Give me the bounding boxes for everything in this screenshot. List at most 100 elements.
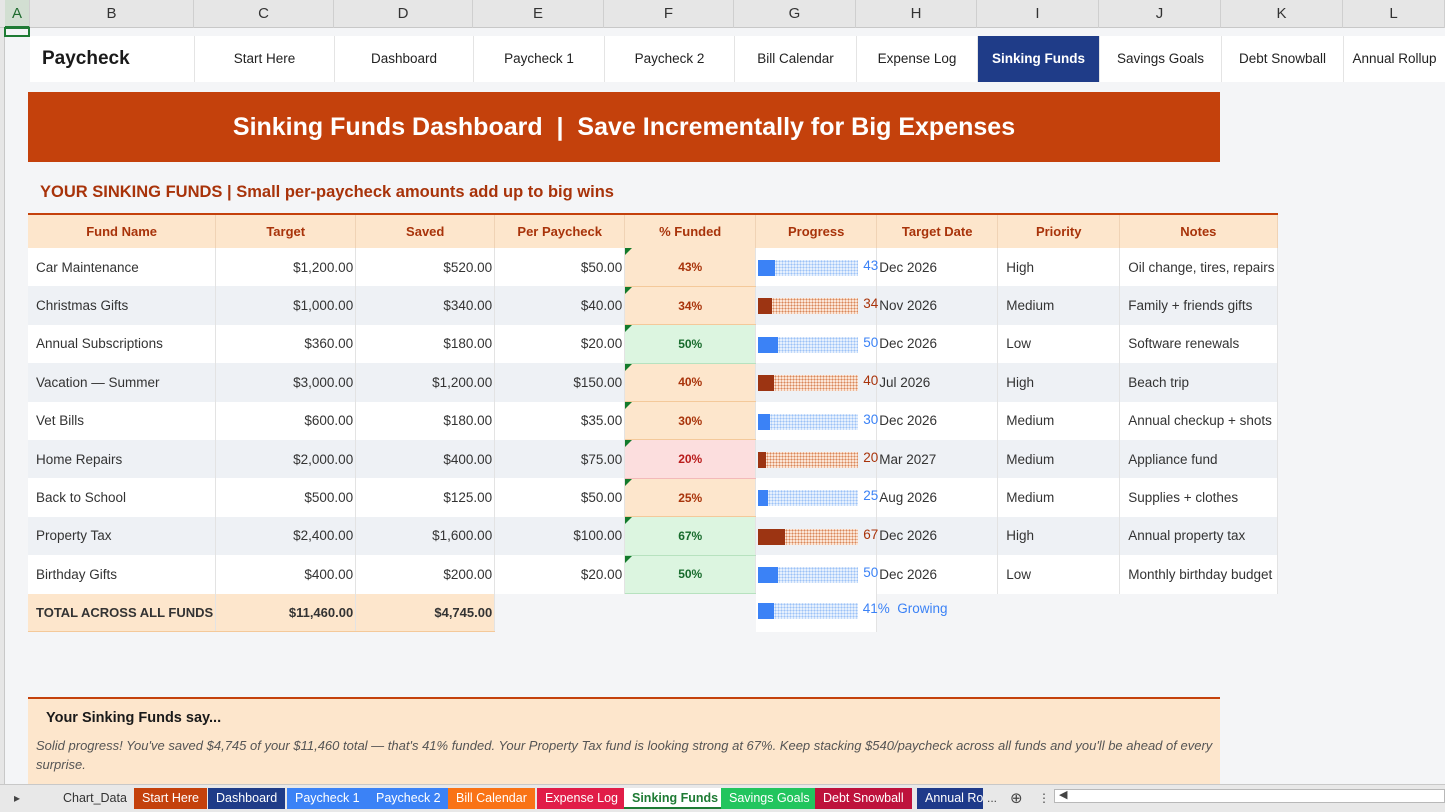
priority-cell[interactable]: Medium <box>997 439 1121 479</box>
percent-funded-cell[interactable]: 30% <box>624 401 757 441</box>
target-cell[interactable]: $500.00 <box>215 478 357 517</box>
saved-cell[interactable]: $180.00 <box>355 324 496 364</box>
column-header-e[interactable]: E <box>473 0 604 28</box>
target-cell[interactable]: $2,000.00 <box>215 439 357 479</box>
notes-cell[interactable]: Software renewals <box>1119 324 1278 364</box>
notes-cell[interactable]: Appliance fund <box>1119 439 1278 479</box>
nav-button-paycheck-2[interactable]: Paycheck 2 <box>604 36 734 82</box>
priority-cell[interactable]: Low <box>997 324 1121 364</box>
total-label[interactable]: TOTAL ACROSS ALL FUNDS <box>28 593 217 633</box>
saved-cell[interactable]: $1,200.00 <box>355 363 496 402</box>
add-sheet-icon[interactable]: ⊕ <box>1010 790 1023 807</box>
target-date-cell[interactable]: Aug 2026 <box>876 478 999 517</box>
target-date-cell[interactable]: Nov 2026 <box>876 286 999 325</box>
nav-button-start-here[interactable]: Start Here <box>194 36 334 82</box>
tab-splitter-icon[interactable]: ⋮ <box>1038 791 1050 805</box>
fund-name-cell[interactable]: Annual Subscriptions <box>28 324 217 364</box>
fund-name-cell[interactable]: Home Repairs <box>28 439 217 479</box>
notes-cell[interactable]: Oil change, tires, repairs <box>1119 248 1278 287</box>
percent-funded-cell[interactable]: 40% <box>624 363 757 403</box>
empty-cell[interactable] <box>1120 594 1277 632</box>
progress-cell[interactable]: 30 <box>755 401 878 440</box>
fund-name-cell[interactable]: Property Tax <box>28 516 217 556</box>
target-date-cell[interactable]: Dec 2026 <box>876 324 999 364</box>
progress-cell[interactable]: 43 <box>755 248 878 287</box>
nav-button-debt-snowball[interactable]: Debt Snowball <box>1221 36 1343 82</box>
fund-name-cell[interactable]: Vet Bills <box>28 401 217 440</box>
per-paycheck-cell[interactable]: $35.00 <box>494 401 626 440</box>
saved-cell[interactable]: $520.00 <box>355 248 496 287</box>
target-cell[interactable]: $2,400.00 <box>215 516 357 556</box>
per-paycheck-cell[interactable]: $50.00 <box>494 248 626 287</box>
target-cell[interactable]: $3,000.00 <box>215 363 357 402</box>
nav-button-annual-rollup[interactable]: Annual Rollup <box>1343 36 1445 82</box>
per-paycheck-cell[interactable]: $40.00 <box>494 286 626 325</box>
column-header-j[interactable]: J <box>1099 0 1221 28</box>
column-header-a[interactable]: A <box>5 0 30 28</box>
column-header-l[interactable]: L <box>1343 0 1445 28</box>
fund-name-cell[interactable]: Car Maintenance <box>28 248 217 287</box>
priority-cell[interactable]: Low <box>997 555 1121 594</box>
progress-cell[interactable]: 40 <box>755 363 878 402</box>
percent-funded-cell[interactable]: 20% <box>624 439 757 479</box>
notes-cell[interactable]: Beach trip <box>1119 363 1278 402</box>
nav-button-paycheck-1[interactable]: Paycheck 1 <box>473 36 604 82</box>
sheet-tab-sinking-funds[interactable]: Sinking Funds <box>624 788 727 809</box>
notes-cell[interactable]: Supplies + clothes <box>1119 478 1278 517</box>
per-paycheck-cell[interactable]: $100.00 <box>494 516 626 556</box>
target-date-cell[interactable]: Dec 2026 <box>876 401 999 440</box>
sheet-tab-start-here[interactable]: Start Here <box>134 788 207 809</box>
more-tabs-button[interactable]: ... <box>987 791 998 805</box>
percent-funded-cell[interactable]: 43% <box>624 248 757 287</box>
percent-funded-cell[interactable]: 67% <box>624 516 757 556</box>
notes-cell[interactable]: Annual checkup + shots <box>1119 401 1278 440</box>
column-header-c[interactable]: C <box>194 0 334 28</box>
notes-cell[interactable]: Annual property tax <box>1119 516 1278 556</box>
priority-cell[interactable]: Medium <box>997 286 1121 325</box>
per-paycheck-cell[interactable]: $75.00 <box>494 439 626 479</box>
nav-button-bill-calendar[interactable]: Bill Calendar <box>734 36 856 82</box>
sheet-tab-chart-data[interactable]: Chart_Data <box>63 791 127 805</box>
horizontal-scrollbar[interactable]: ◀ <box>1054 789 1445 803</box>
sheet-tab-paycheck-1[interactable]: Paycheck 1 <box>287 788 368 809</box>
saved-cell[interactable]: $340.00 <box>355 286 496 325</box>
column-header-k[interactable]: K <box>1221 0 1343 28</box>
progress-cell[interactable]: 67 <box>755 516 878 556</box>
empty-cell[interactable] <box>495 594 625 632</box>
saved-cell[interactable]: $400.00 <box>355 439 496 479</box>
empty-cell[interactable] <box>625 594 756 632</box>
target-date-cell[interactable]: Dec 2026 <box>876 555 999 594</box>
sheet-tab-debt-snowball[interactable]: Debt Snowball <box>815 788 912 809</box>
target-date-cell[interactable]: Dec 2026 <box>876 248 999 287</box>
fund-name-cell[interactable]: Vacation — Summer <box>28 363 217 402</box>
target-cell[interactable]: $1,000.00 <box>215 286 357 325</box>
per-paycheck-cell[interactable]: $150.00 <box>494 363 626 402</box>
percent-funded-cell[interactable]: 50% <box>624 324 757 364</box>
notes-cell[interactable]: Monthly birthday budget <box>1119 555 1278 594</box>
saved-cell[interactable]: $200.00 <box>355 555 496 594</box>
priority-cell[interactable]: High <box>997 248 1121 287</box>
priority-cell[interactable]: High <box>997 516 1121 556</box>
progress-cell[interactable]: 34 <box>755 286 878 325</box>
target-date-cell[interactable]: Jul 2026 <box>876 363 999 402</box>
saved-cell[interactable]: $1,600.00 <box>355 516 496 556</box>
progress-cell[interactable]: 20 <box>755 439 878 479</box>
total-saved[interactable]: $4,745.00 <box>355 593 496 633</box>
column-header-b[interactable]: B <box>30 0 194 28</box>
nav-button-expense-log[interactable]: Expense Log <box>856 36 977 82</box>
sheet-tab-bill-calendar[interactable]: Bill Calendar <box>448 788 535 809</box>
nav-button-dashboard[interactable]: Dashboard <box>334 36 473 82</box>
percent-funded-cell[interactable]: 25% <box>624 478 757 518</box>
fund-name-cell[interactable]: Back to School <box>28 478 217 517</box>
column-header-f[interactable]: F <box>604 0 734 28</box>
target-cell[interactable]: $600.00 <box>215 401 357 440</box>
target-cell[interactable]: $400.00 <box>215 555 357 594</box>
total-progress-cell[interactable]: 41% Growing <box>755 593 948 632</box>
target-date-cell[interactable]: Dec 2026 <box>876 516 999 556</box>
sheet-tab-expense-log[interactable]: Expense Log <box>537 788 626 809</box>
column-header-g[interactable]: G <box>734 0 856 28</box>
nav-button-sinking-funds[interactable]: Sinking Funds <box>977 36 1099 82</box>
saved-cell[interactable]: $180.00 <box>355 401 496 440</box>
target-cell[interactable]: $1,200.00 <box>215 248 357 287</box>
sheet-tab-annual-ro[interactable]: Annual Ro <box>917 788 983 809</box>
